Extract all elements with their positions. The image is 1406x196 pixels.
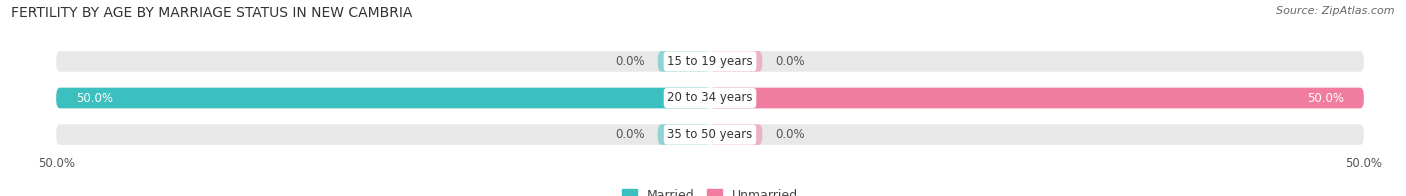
Text: FERTILITY BY AGE BY MARRIAGE STATUS IN NEW CAMBRIA: FERTILITY BY AGE BY MARRIAGE STATUS IN N…: [11, 6, 412, 20]
Legend: Married, Unmarried: Married, Unmarried: [617, 184, 803, 196]
FancyBboxPatch shape: [56, 124, 1364, 145]
FancyBboxPatch shape: [658, 124, 710, 145]
FancyBboxPatch shape: [710, 51, 762, 72]
FancyBboxPatch shape: [56, 88, 1364, 108]
Text: 20 to 34 years: 20 to 34 years: [668, 92, 752, 104]
Text: 50.0%: 50.0%: [1308, 92, 1344, 104]
Text: 0.0%: 0.0%: [614, 128, 644, 141]
Text: Source: ZipAtlas.com: Source: ZipAtlas.com: [1277, 6, 1395, 16]
Text: 0.0%: 0.0%: [776, 55, 806, 68]
FancyBboxPatch shape: [710, 88, 1364, 108]
Text: 35 to 50 years: 35 to 50 years: [668, 128, 752, 141]
Text: 50.0%: 50.0%: [76, 92, 112, 104]
Text: 0.0%: 0.0%: [614, 55, 644, 68]
FancyBboxPatch shape: [56, 51, 1364, 72]
FancyBboxPatch shape: [658, 51, 710, 72]
Text: 0.0%: 0.0%: [776, 128, 806, 141]
FancyBboxPatch shape: [56, 88, 710, 108]
FancyBboxPatch shape: [710, 124, 762, 145]
Text: 15 to 19 years: 15 to 19 years: [668, 55, 752, 68]
